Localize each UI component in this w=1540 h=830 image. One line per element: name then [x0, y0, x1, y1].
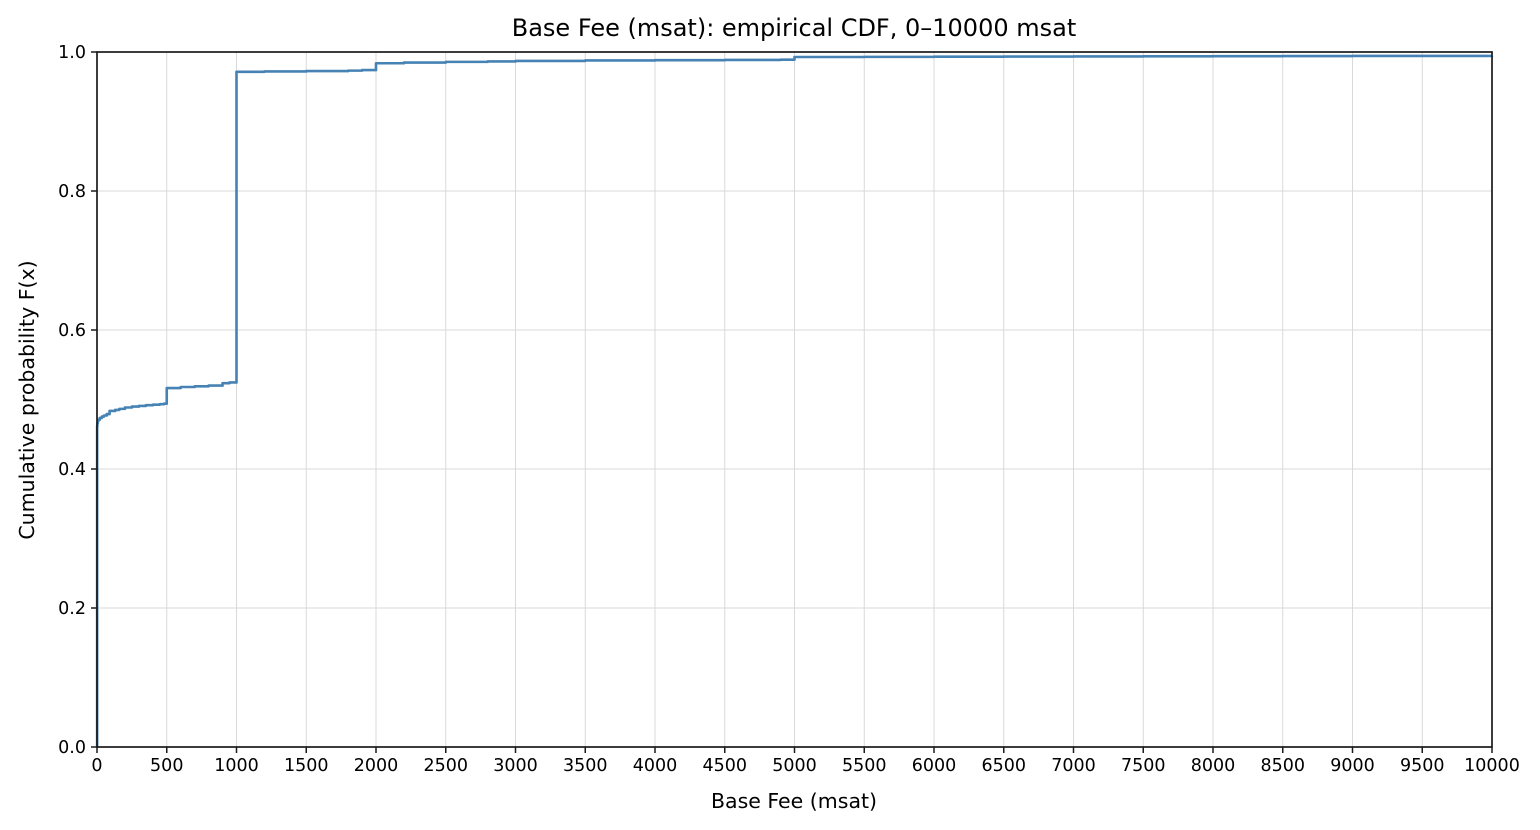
cdf-step-line [95, 54, 1494, 749]
x-tick-label: 6000 [912, 756, 957, 776]
x-tick-label: 2000 [354, 756, 399, 776]
x-tick-label: 10000 [1464, 756, 1520, 776]
y-tick-label: 1.0 [58, 43, 86, 63]
x-tick-label: 1000 [214, 756, 259, 776]
y-tick-label: 0.6 [58, 321, 86, 341]
x-tick-label: 3500 [563, 756, 608, 776]
y-tick-label: 0.2 [58, 599, 86, 619]
y-tick-label: 0.8 [58, 182, 86, 202]
x-tick-label: 5000 [772, 756, 817, 776]
x-axis-label: Base Fee (msat) [710, 789, 878, 813]
y-axis-label: Cumulative probability F(x) [15, 260, 39, 540]
x-tick-label: 6500 [981, 756, 1026, 776]
x-tick-label: 9500 [1400, 756, 1445, 776]
x-tick-label: 4500 [702, 756, 747, 776]
y-tick-label: 0.0 [58, 738, 86, 758]
y-tick-label: 0.4 [58, 460, 86, 480]
x-tick-label: 8500 [1260, 756, 1305, 776]
x-tick-label: 7500 [1121, 756, 1166, 776]
x-tick-label: 500 [150, 756, 183, 776]
x-tick-label: 0 [91, 756, 102, 776]
x-tick-label: 5500 [842, 756, 887, 776]
x-tick-label: 7000 [1051, 756, 1096, 776]
x-tick-label: 2500 [423, 756, 468, 776]
x-tick-label: 4000 [633, 756, 678, 776]
chart-title: Base Fee (msat): empirical CDF, 0–10000 … [511, 14, 1077, 42]
x-tick-label: 3000 [493, 756, 538, 776]
x-tick-label: 8000 [1191, 756, 1236, 776]
x-tick-label: 9000 [1330, 756, 1375, 776]
x-tick-label: 1500 [284, 756, 329, 776]
